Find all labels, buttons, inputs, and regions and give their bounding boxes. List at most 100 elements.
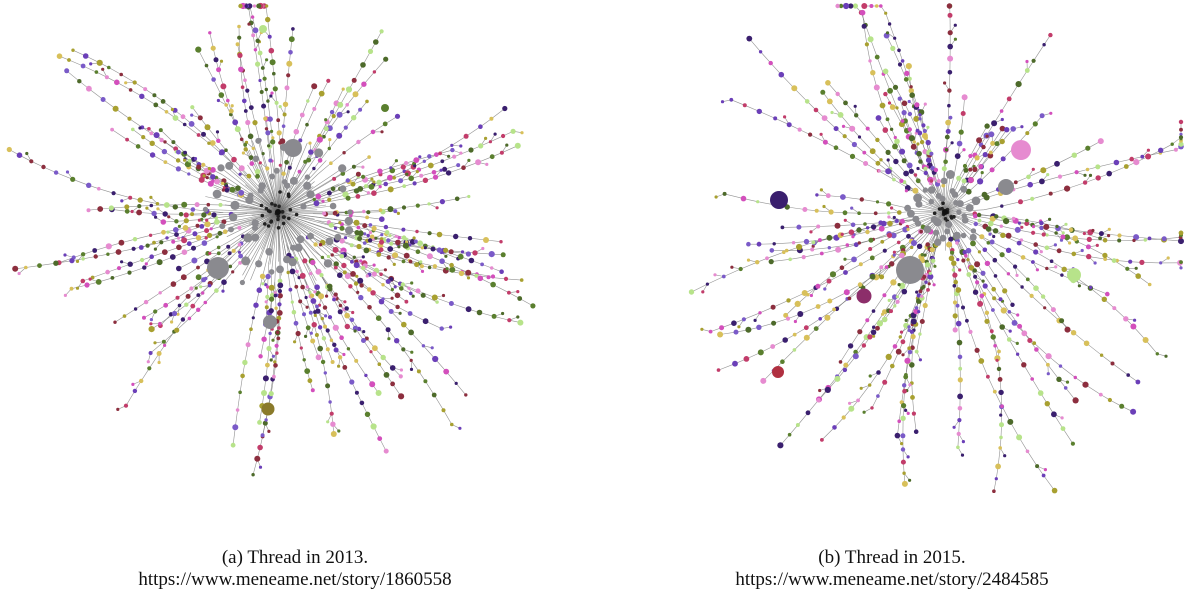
- edge: [39, 262, 56, 266]
- reply-node: [916, 150, 922, 157]
- reply-node: [894, 138, 900, 145]
- reply-node: [277, 293, 283, 299]
- edge: [944, 174, 951, 213]
- reply-node: [256, 287, 263, 294]
- reply-node: [204, 63, 209, 68]
- reply-node: [740, 195, 747, 202]
- reply-node: [876, 394, 880, 398]
- hub-node: [294, 243, 303, 252]
- edge: [944, 149, 947, 169]
- reply-node: [170, 107, 174, 112]
- hub-node: [965, 204, 974, 212]
- reply-node: [258, 161, 262, 165]
- edge: [1021, 239, 1036, 245]
- reply-node: [243, 109, 248, 113]
- reply-node: [741, 317, 746, 322]
- edge: [476, 273, 494, 277]
- reply-node: [267, 116, 273, 122]
- core-node: [280, 210, 285, 214]
- reply-node: [313, 290, 317, 294]
- reply-node: [302, 258, 308, 264]
- reply-node: [105, 243, 112, 250]
- reply-node: [1049, 111, 1053, 115]
- reply-node: [745, 326, 752, 333]
- hub-node: [243, 233, 253, 243]
- reply-node: [502, 105, 508, 112]
- large-node: [284, 139, 302, 157]
- reply-node: [1055, 224, 1059, 229]
- reply-node: [337, 272, 343, 279]
- reply-node: [871, 309, 876, 313]
- edge: [1089, 239, 1106, 241]
- reply-node: [865, 318, 870, 323]
- reply-node: [843, 218, 847, 222]
- reply-node: [142, 315, 146, 320]
- reply-node: [823, 287, 827, 291]
- reply-node: [909, 85, 913, 89]
- reply-node: [491, 313, 497, 319]
- edge: [55, 172, 73, 180]
- reply-node: [1013, 180, 1018, 185]
- reply-node: [359, 259, 363, 263]
- reply-node: [989, 329, 994, 334]
- edge: [178, 233, 195, 239]
- reply-node: [956, 431, 961, 436]
- reply-node: [417, 240, 423, 247]
- reply-node: [167, 215, 171, 219]
- core-node: [937, 207, 942, 211]
- edge: [829, 244, 848, 248]
- edge: [287, 272, 291, 290]
- reply-node: [929, 179, 934, 183]
- reply-node: [892, 250, 896, 254]
- edge: [385, 226, 404, 230]
- reply-node: [1031, 260, 1035, 264]
- reply-node: [984, 318, 990, 324]
- edge: [789, 424, 799, 435]
- reply-node: [159, 240, 164, 245]
- reply-node: [968, 265, 975, 271]
- reply-node: [294, 284, 299, 289]
- reply-node: [900, 59, 905, 63]
- reply-node: [282, 101, 289, 108]
- reply-node: [997, 349, 1001, 354]
- reply-node: [279, 138, 286, 145]
- reply-node: [443, 368, 450, 375]
- edge: [277, 160, 327, 213]
- reply-node: [701, 290, 705, 294]
- reply-node: [1095, 164, 1101, 170]
- reply-node: [100, 97, 106, 102]
- reply-node: [164, 110, 169, 114]
- reply-node: [813, 107, 819, 113]
- reply-node: [1006, 96, 1012, 102]
- reply-node: [16, 152, 23, 158]
- reply-node: [63, 253, 67, 257]
- reply-node: [924, 280, 928, 284]
- edge: [228, 236, 244, 247]
- reply-node: [826, 234, 833, 241]
- reply-node: [1061, 231, 1065, 235]
- reply-node: [191, 257, 198, 264]
- reply-node: [249, 327, 253, 332]
- reply-node: [397, 245, 401, 249]
- edge: [910, 211, 946, 214]
- reply-node: [360, 62, 366, 68]
- reply-node: [1037, 390, 1044, 396]
- edge: [1090, 287, 1105, 300]
- reply-node: [257, 50, 263, 56]
- reply-node: [1123, 316, 1129, 322]
- edge: [787, 206, 805, 210]
- edge: [881, 256, 894, 268]
- reply-node: [432, 355, 439, 363]
- reply-node: [132, 237, 138, 242]
- reply-node: [1140, 154, 1145, 159]
- edge: [1101, 354, 1113, 364]
- reply-node: [131, 246, 136, 251]
- reply-node: [879, 274, 885, 280]
- reply-node: [251, 473, 255, 477]
- reply-node: [365, 274, 369, 278]
- edge: [885, 129, 896, 147]
- reply-node: [517, 296, 523, 301]
- reply-node: [17, 271, 21, 276]
- reply-node: [452, 154, 457, 159]
- edge: [277, 194, 311, 213]
